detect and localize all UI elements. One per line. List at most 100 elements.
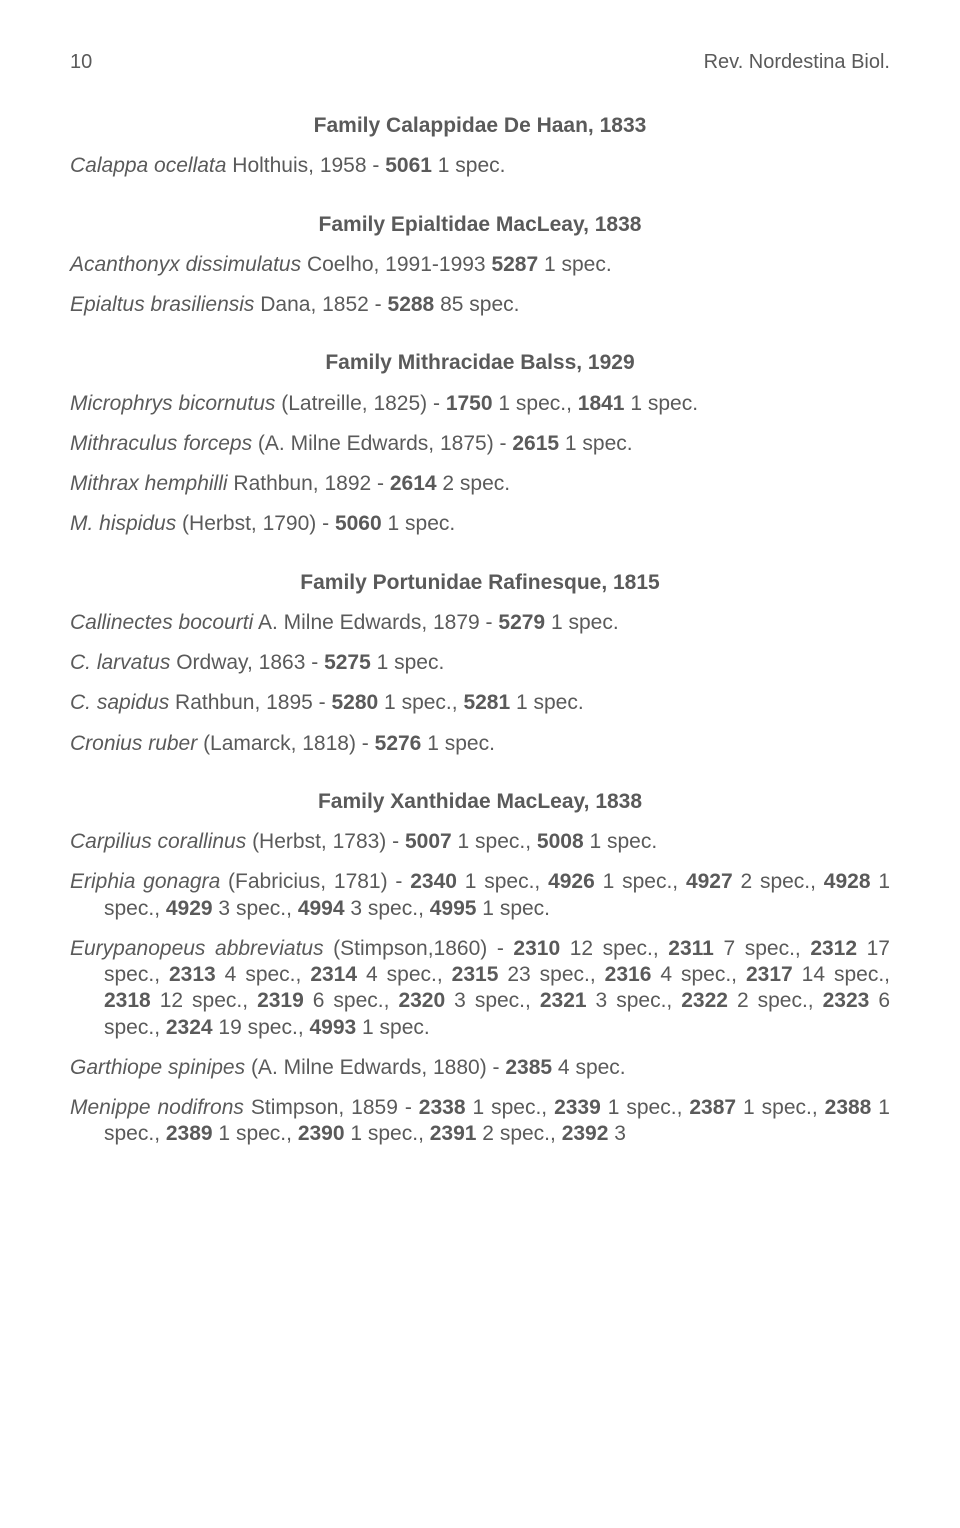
species-entry: Mithraculus forceps (A. Milne Edwards, 1… <box>70 431 890 457</box>
species-name: Microphrys bicornutus <box>70 392 275 415</box>
entry-text: 23 spec., <box>498 963 604 986</box>
species-name: Mithraculus forceps <box>70 432 252 455</box>
species-name: Garthiope spinipes <box>70 1056 245 1079</box>
entry-text: 1 spec. <box>421 732 495 755</box>
specimen-number: 2390 <box>298 1122 345 1145</box>
entry-text: 3 spec., <box>587 989 682 1012</box>
specimen-number: 2385 <box>505 1056 552 1079</box>
entry-text: Coelho, 1991-1993 <box>301 253 491 276</box>
species-name: Acanthonyx dissimulatus <box>70 253 301 276</box>
species-entry: Microphrys bicornutus (Latreille, 1825) … <box>70 391 890 417</box>
specimen-number: 4929 <box>166 897 213 920</box>
species-entry: Menippe nodifrons Stimpson, 1859 - 2338 … <box>70 1095 890 1148</box>
entry-text: Stimpson, 1859 - <box>244 1096 419 1119</box>
entry-text: 19 spec., <box>213 1016 310 1039</box>
entry-text: (A. Milne Edwards, 1875) - <box>252 432 512 455</box>
entry-text: 1 spec., <box>736 1096 825 1119</box>
specimen-number: 2311 <box>668 937 714 960</box>
specimen-number: 4926 <box>548 870 595 893</box>
entry-text: Rathbun, 1892 - <box>228 472 390 495</box>
entry-text: 1 spec. <box>584 830 658 853</box>
entry-text: 3 spec., <box>445 989 540 1012</box>
entry-text: 1 spec. <box>356 1016 430 1039</box>
entry-text: 7 spec., <box>714 937 810 960</box>
page-number: 10 <box>70 50 92 75</box>
specimen-number: 2314 <box>310 963 357 986</box>
specimen-number: 2339 <box>554 1096 601 1119</box>
entry-text: 85 spec. <box>434 293 519 316</box>
entry-text: 1 spec. <box>432 154 506 177</box>
entry-text: A. Milne Edwards, 1879 - <box>253 611 498 634</box>
specimen-number: 5008 <box>537 830 584 853</box>
specimen-number: 5276 <box>375 732 422 755</box>
entry-text: 1 spec., <box>493 392 578 415</box>
species-entry: Epialtus brasiliensis Dana, 1852 - 5288 … <box>70 292 890 318</box>
specimen-number: 1841 <box>578 392 625 415</box>
species-entry: Mithrax hemphilli Rathbun, 1892 - 2614 2… <box>70 471 890 497</box>
entry-text: 1 spec., <box>466 1096 555 1119</box>
species-entry: Carpilius corallinus (Herbst, 1783) - 50… <box>70 829 890 855</box>
entry-text: 4 spec., <box>357 963 452 986</box>
species-entry: C. sapidus Rathbun, 1895 - 5280 1 spec.,… <box>70 690 890 716</box>
specimen-number: 2389 <box>166 1122 213 1145</box>
species-entry: Acanthonyx dissimulatus Coelho, 1991-199… <box>70 252 890 278</box>
specimen-number: 5288 <box>388 293 435 316</box>
species-name: Mithrax hemphilli <box>70 472 228 495</box>
species-name: C. larvatus <box>70 651 170 674</box>
specimen-number: 2312 <box>810 937 857 960</box>
specimen-number: 5281 <box>463 691 510 714</box>
specimen-number: 4995 <box>430 897 477 920</box>
specimen-number: 2392 <box>562 1122 609 1145</box>
specimen-number: 4994 <box>298 897 345 920</box>
species-entry: Cronius ruber (Lamarck, 1818) - 5276 1 s… <box>70 731 890 757</box>
species-name: Carpilius corallinus <box>70 830 246 853</box>
specimen-number: 2315 <box>452 963 499 986</box>
specimen-number: 5061 <box>385 154 432 177</box>
specimen-number: 4928 <box>824 870 871 893</box>
entry-text: 1 spec., <box>378 691 463 714</box>
specimen-number: 2322 <box>681 989 728 1012</box>
specimen-number: 5060 <box>335 512 382 535</box>
specimen-number: 5275 <box>324 651 371 674</box>
entry-text: (Herbst, 1790) - <box>176 512 335 535</box>
entry-text: 1 spec., <box>601 1096 690 1119</box>
species-name: Epialtus brasiliensis <box>70 293 254 316</box>
entry-text: 12 spec., <box>151 989 257 1012</box>
entry-text: 1 spec., <box>213 1122 298 1145</box>
entry-text: (Latreille, 1825) - <box>275 392 445 415</box>
species-name: Callinectes bocourti <box>70 611 253 634</box>
entry-text: 3 spec., <box>345 897 430 920</box>
entry-text: 1 spec., <box>457 870 548 893</box>
specimen-number: 1750 <box>446 392 493 415</box>
article-body: Family Calappidae De Haan, 1833Calappa o… <box>70 113 890 1148</box>
entry-text: 3 <box>608 1122 626 1145</box>
entry-text: Dana, 1852 - <box>254 293 387 316</box>
entry-text: (Fabricius, 1781) - <box>220 870 410 893</box>
family-heading: Family Mithracidae Balss, 1929 <box>70 350 890 376</box>
entry-text: 2 spec., <box>476 1122 561 1145</box>
entry-text: 6 spec., <box>304 989 399 1012</box>
entry-text: 1 spec. <box>476 897 550 920</box>
entry-text: 1 spec. <box>371 651 445 674</box>
entry-text: (A. Milne Edwards, 1880) - <box>245 1056 505 1079</box>
species-entry: Callinectes bocourti A. Milne Edwards, 1… <box>70 610 890 636</box>
family-heading: Family Portunidae Rafinesque, 1815 <box>70 570 890 596</box>
species-name: Calappa ocellata <box>70 154 226 177</box>
family-heading: Family Epialtidae MacLeay, 1838 <box>70 212 890 238</box>
entry-text: 1 spec. <box>510 691 584 714</box>
specimen-number: 2319 <box>257 989 304 1012</box>
specimen-number: 2323 <box>823 989 870 1012</box>
specimen-number: 2321 <box>540 989 587 1012</box>
entry-text: 1 spec. <box>559 432 633 455</box>
species-entry: C. larvatus Ordway, 1863 - 5275 1 spec. <box>70 650 890 676</box>
entry-text: Holthuis, 1958 - <box>226 154 385 177</box>
species-name: M. hispidus <box>70 512 176 535</box>
species-entry: Calappa ocellata Holthuis, 1958 - 5061 1… <box>70 153 890 179</box>
specimen-number: 2387 <box>689 1096 736 1119</box>
specimen-number: 2340 <box>410 870 457 893</box>
entry-text: (Herbst, 1783) - <box>246 830 405 853</box>
specimen-number: 2316 <box>605 963 652 986</box>
specimen-number: 2324 <box>166 1016 213 1039</box>
specimen-number: 5280 <box>332 691 379 714</box>
specimen-number: 2338 <box>419 1096 466 1119</box>
